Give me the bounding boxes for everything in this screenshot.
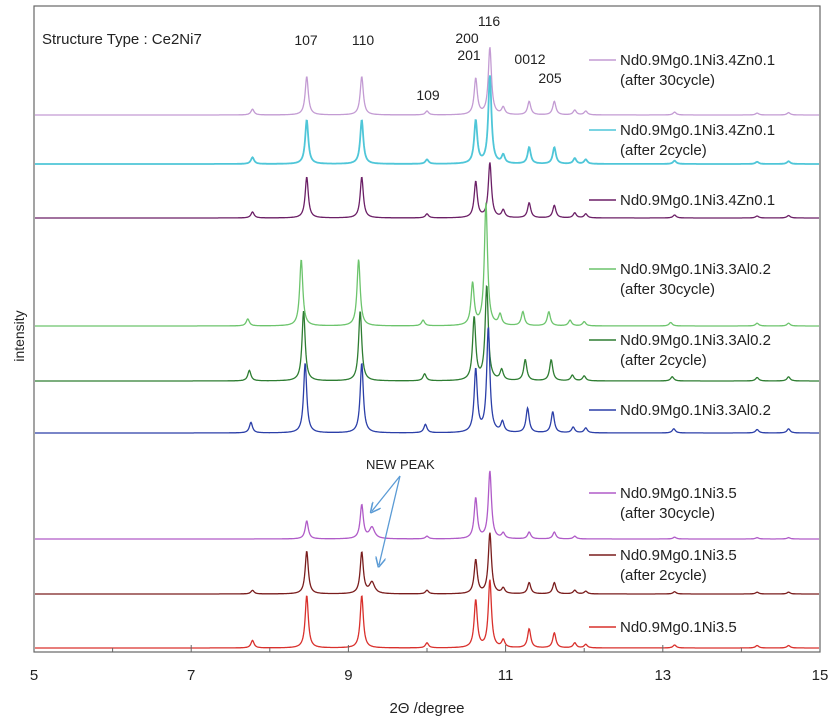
- peak-label-0012: 0012: [514, 51, 545, 67]
- trace-line-9: [35, 579, 819, 649]
- peak-label-205: 205: [538, 70, 562, 86]
- x-tick-label: 15: [812, 667, 829, 684]
- y-axis-label: intensity: [11, 310, 27, 361]
- plot-area: [33, 5, 821, 653]
- peak-label-110: 110: [352, 32, 375, 48]
- x-tick-label: 13: [654, 667, 671, 684]
- peak-label-109: 109: [416, 87, 440, 103]
- chart-title: Structure Type : Ce2Ni7: [42, 31, 202, 48]
- legend-sublabel-1: (after 30cycle): [620, 72, 715, 89]
- x-tick-label: 9: [344, 667, 352, 684]
- trace-line-2: [35, 75, 819, 165]
- trace-line-7: [35, 470, 819, 540]
- legend: Nd0.9Mg0.1Ni3.4Zn0.1 (after 30cycle) Nd0.9…: [589, 52, 775, 636]
- traces: [35, 47, 819, 649]
- peak-label-116: 116: [478, 13, 501, 29]
- trace-line-8: [35, 532, 819, 595]
- x-tick-label: 7: [187, 667, 195, 684]
- trace-line-5: [35, 284, 819, 382]
- x-tick-label: 11: [498, 667, 514, 684]
- legend-sublabel-4: (after 30cycle): [620, 281, 715, 298]
- legend-sublabel-5: (after 2cycle): [620, 352, 707, 369]
- legend-label-9: Nd0.9Mg0.1Ni3.5: [620, 619, 737, 636]
- legend-label-5: Nd0.9Mg0.1Ni3.3Al0.2: [620, 332, 771, 349]
- peak-label-201: 201: [457, 47, 481, 63]
- peak-label-200: 200: [455, 30, 479, 46]
- trace-line-4: [35, 202, 819, 327]
- new-peak-annotation: NEW PEAK: [366, 457, 435, 472]
- legend-label-3: Nd0.9Mg0.1Ni3.4Zn0.1: [620, 192, 775, 209]
- peak-label-107: 107: [294, 32, 318, 48]
- legend-label-8: Nd0.9Mg0.1Ni3.5: [620, 547, 737, 564]
- trace-line-1: [35, 47, 819, 116]
- legend-label-1: Nd0.9Mg0.1Ni3.4Zn0.1: [620, 52, 775, 69]
- legend-label-4: Nd0.9Mg0.1Ni3.3Al0.2: [620, 261, 771, 278]
- new-peak-arrow-upper: [372, 475, 401, 511]
- legend-sublabel-7: (after 30cycle): [620, 505, 715, 522]
- legend-label-6: Nd0.9Mg0.1Ni3.3Al0.2: [620, 402, 771, 419]
- x-axis-ticks: 5 7 9 11 13 15: [30, 645, 829, 684]
- new-peak-arrow-lower: [379, 475, 401, 565]
- legend-label-2: Nd0.9Mg0.1Ni3.4Zn0.1: [620, 122, 775, 139]
- trace-line-3: [35, 162, 819, 219]
- x-tick-label: 5: [30, 667, 38, 684]
- legend-sublabel-2: (after 2cycle): [620, 142, 707, 159]
- legend-sublabel-8: (after 2cycle): [620, 567, 707, 584]
- trace-line-6: [35, 327, 819, 434]
- x-axis-label: 2Θ /degree: [389, 700, 464, 717]
- legend-label-7: Nd0.9Mg0.1Ni3.5: [620, 485, 737, 502]
- new-peak-arrows: [372, 475, 401, 565]
